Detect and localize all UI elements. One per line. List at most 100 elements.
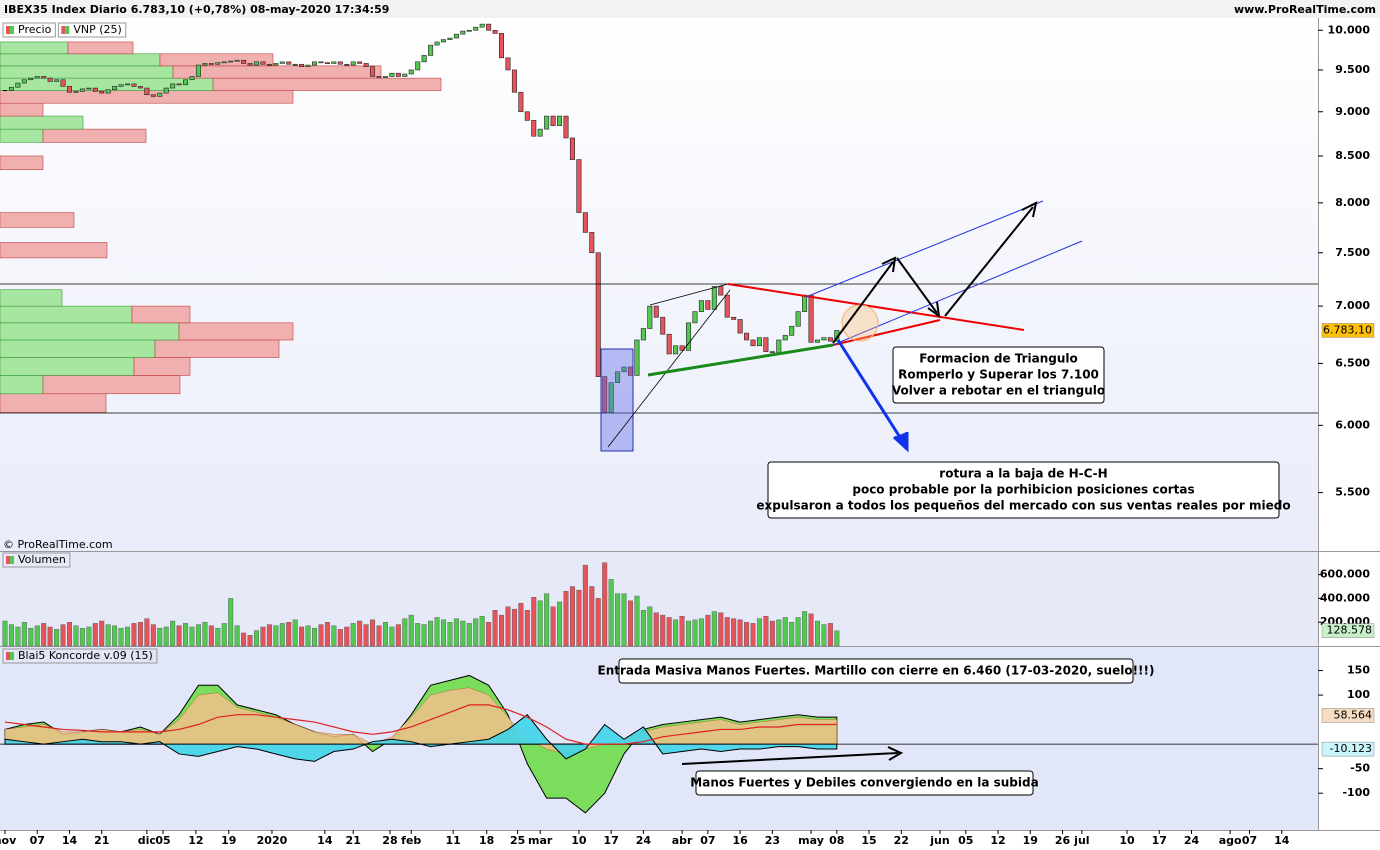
volume-bar: [125, 626, 131, 647]
x-tick-label: 26: [1055, 834, 1071, 847]
candle: [131, 83, 137, 87]
candle: [357, 61, 363, 64]
vnp-buy: [0, 41, 69, 55]
vnp-buy: [0, 128, 44, 143]
volume-bar: [382, 622, 388, 647]
volume-bar: [247, 635, 253, 647]
vnp-buy: [0, 375, 44, 395]
volume-bar: [337, 629, 343, 647]
candle: [331, 61, 337, 64]
candle: [221, 61, 227, 64]
candle: [363, 63, 369, 67]
volume-bar: [557, 601, 563, 647]
candle: [615, 371, 621, 383]
vnp-sell: [131, 305, 191, 324]
x-tick-label: 14: [317, 834, 333, 847]
candle: [666, 333, 672, 355]
volume-bar: [769, 620, 775, 647]
annotation-text: rotura a la baja de H-C-H: [939, 467, 1107, 481]
candle: [344, 63, 350, 66]
volume-bar: [215, 627, 221, 647]
candle: [73, 91, 79, 93]
koncorde-line: [4, 704, 837, 745]
annotation-text: Entrada Masiva Manos Fuertes. Martillo c…: [598, 664, 1155, 678]
volume-bar: [627, 600, 633, 647]
candle: [176, 83, 182, 86]
x-tick-label: 23: [765, 834, 780, 847]
legend-swatch: [6, 652, 10, 660]
candle: [434, 41, 440, 46]
volume-bar: [299, 626, 305, 647]
volume-bar: [673, 619, 679, 647]
volume-bar: [15, 626, 21, 647]
candle: [634, 339, 640, 376]
candle: [28, 77, 34, 81]
volume-bar: [312, 627, 318, 647]
volume-bar: [834, 630, 840, 647]
volume-bar: [402, 618, 408, 647]
legend-box: [2, 552, 71, 568]
volume-bar: [666, 617, 672, 647]
volume-bar: [589, 586, 595, 647]
volume-bar: [440, 619, 446, 647]
candle: [711, 286, 717, 310]
price-tick-label: 9.500: [1335, 63, 1370, 76]
annotation-text: Romperlo y Superar los 7.100: [898, 368, 1099, 382]
candle: [337, 61, 343, 65]
vnp-sell: [0, 155, 44, 171]
last-value-label: -10.123: [1330, 742, 1372, 755]
volume-bar: [92, 623, 98, 647]
price-tick-label: 10.000: [1328, 23, 1371, 36]
candle: [350, 61, 356, 66]
candle: [550, 115, 556, 126]
candle: [821, 337, 827, 341]
volume-bar: [808, 613, 814, 647]
candle: [376, 76, 382, 78]
volume-bar: [698, 618, 704, 647]
volume-bar: [408, 614, 414, 647]
volume-bar: [705, 614, 711, 647]
candle: [589, 232, 595, 254]
candle: [215, 62, 221, 65]
legend-swatch: [61, 26, 66, 34]
header-title: IBEX35 Index Diario 6.783,10 (+0,78%) 08…: [4, 3, 389, 16]
candle: [563, 115, 569, 139]
candle: [486, 23, 492, 31]
candle: [827, 337, 833, 342]
last-value-box: [1321, 741, 1375, 757]
x-tick-label: 14: [1274, 834, 1290, 847]
candle: [47, 77, 53, 82]
volume-bar: [305, 625, 311, 647]
volume-tick-label: 600.000: [1320, 568, 1370, 581]
volume-bar: [221, 623, 227, 647]
volume-bar: [105, 624, 111, 647]
koncorde-tick-label: 100: [1347, 688, 1370, 701]
volume-bar: [576, 589, 582, 647]
candle: [144, 87, 150, 96]
volume-bar: [202, 622, 208, 647]
x-tick-label: 08: [829, 834, 844, 847]
volume-bar: [724, 617, 730, 647]
candle: [66, 86, 72, 93]
candle: [318, 61, 324, 64]
candle: [453, 33, 459, 39]
koncorde-tick-label: 150: [1347, 664, 1370, 677]
volume-bar: [679, 616, 685, 647]
candle: [544, 115, 550, 130]
candle: [34, 76, 40, 79]
volume-bar: [686, 620, 692, 647]
candle: [479, 23, 485, 28]
candle: [421, 55, 427, 63]
candle: [150, 94, 156, 97]
volume-bar: [511, 608, 517, 647]
x-tick-label: 05: [958, 834, 973, 847]
candle: [557, 115, 563, 126]
candle: [266, 63, 272, 66]
volume-bar: [653, 612, 659, 647]
candle: [79, 88, 85, 92]
volume-bar: [331, 625, 337, 647]
x-tick-label: 07: [30, 834, 45, 847]
legend-box: [2, 22, 56, 38]
volume-bar: [2, 620, 8, 647]
volume-bar: [41, 623, 47, 647]
